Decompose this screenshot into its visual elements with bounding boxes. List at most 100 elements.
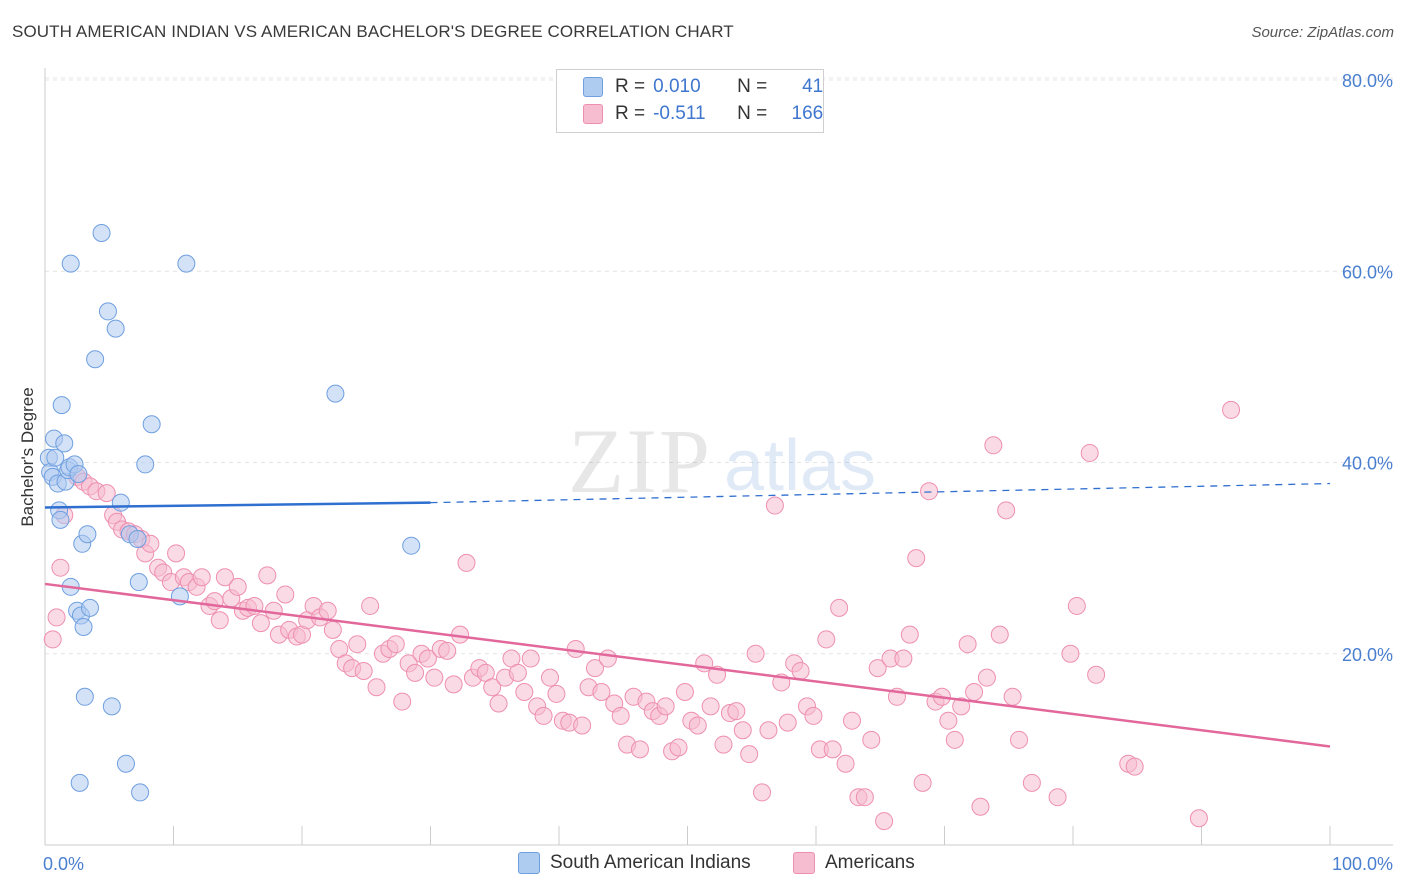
point-americans [251,614,270,633]
point-americans [740,745,759,764]
y-tick-label: 60.0% [1342,262,1393,282]
point-south-american-indians [402,536,421,555]
point-americans [804,706,823,725]
legend-n-value: 41 [802,76,824,97]
point-americans [920,482,939,501]
point-south-american-indians [86,350,105,369]
bottom-legend-south-american-indians: South American Indians [518,852,751,874]
point-americans [598,649,617,668]
point-south-american-indians [92,224,111,242]
point-americans [361,596,380,615]
point-americans [733,721,752,740]
point-americans [489,694,508,713]
point-americans [688,716,707,735]
point-south-american-indians [136,455,155,474]
point-americans [701,697,720,716]
point-americans [425,668,444,687]
trend-line-americans [44,582,1331,748]
y-tick-label: 20.0% [1342,645,1393,665]
point-americans [875,812,894,831]
point-americans [318,601,337,620]
point-americans [508,663,527,682]
point-south-american-indians [111,493,130,512]
point-americans [746,644,765,663]
point-americans [842,711,861,730]
point-south-american-indians [74,617,93,636]
watermark-zip: ZIP [568,410,712,512]
bottom-legend-label: South American Indians [550,852,751,873]
point-americans [258,566,277,585]
point-americans [714,735,733,754]
point-south-american-indians [51,510,70,529]
legend-n-label: N = [737,103,768,124]
point-americans [192,568,211,587]
point-south-american-indians [131,783,150,802]
point-americans [965,683,984,701]
point-americans [630,740,649,759]
point-americans [534,706,553,725]
legend-n-label: N = [737,76,768,97]
point-americans [1048,788,1067,807]
point-americans [47,608,66,627]
legend-swatch-pink [583,104,603,124]
point-americans [907,549,926,568]
tick-labels: 20.0% 40.0% 60.0% 80.0% 0.0% 100.0% [43,71,1393,874]
point-americans [913,773,932,792]
point-americans [836,754,855,773]
point-americans [215,568,234,587]
legend-r-label: R = [615,103,646,124]
watermark: ZIP atlas [568,410,876,512]
point-south-american-indians [46,448,65,467]
point-south-american-indians [142,415,161,434]
point-americans [483,678,502,697]
point-americans [418,649,437,668]
grid-layer [45,77,1393,655]
point-americans [521,649,540,668]
point-americans [323,620,342,639]
point-americans [952,697,971,716]
point-south-american-indians [116,754,135,773]
point-south-american-indians [80,598,99,617]
point-americans [167,544,186,563]
point-south-american-indians [98,302,117,321]
point-americans [573,716,592,735]
point-south-american-indians [128,530,147,548]
point-americans [515,683,534,701]
legend-r-label: R = [615,76,646,97]
trend-line-south-american-indians [44,501,431,509]
point-south-american-indians [55,434,74,453]
points-blue [39,224,421,802]
legend-swatch-blue [583,77,603,97]
point-americans [862,730,881,749]
point-americans [1222,400,1241,419]
point-americans [43,630,62,649]
point-americans [990,625,1009,644]
legend-n-value: 166 [791,103,824,124]
point-americans [817,630,836,649]
bottom-legend-label: Americans [825,852,915,873]
legend-r-value: 0.010 [653,76,701,97]
point-americans [830,598,849,617]
point-americans [1189,809,1208,828]
legend-row-south-american-indians: R = 0.010 N = 41 [583,74,823,100]
point-south-american-indians [129,573,148,592]
point-americans [367,678,386,697]
point-south-american-indians [75,687,94,706]
point-americans [393,692,412,711]
source-label: Source: ZipAtlas.com [1251,24,1394,41]
point-americans [1010,730,1029,749]
point-south-american-indians [69,464,88,483]
point-south-american-indians [177,254,196,273]
point-americans [984,436,1003,455]
points-pink [43,400,1241,831]
y-tick-label: 40.0% [1342,454,1393,474]
point-americans [945,730,964,749]
point-americans [354,661,373,680]
point-americans [669,738,688,757]
legend-row-americans: R = -0.511 N = 166 [583,101,823,127]
point-americans [855,788,874,807]
point-americans [997,501,1016,520]
point-americans [765,496,784,515]
point-americans [1061,644,1080,663]
point-americans [97,484,116,503]
